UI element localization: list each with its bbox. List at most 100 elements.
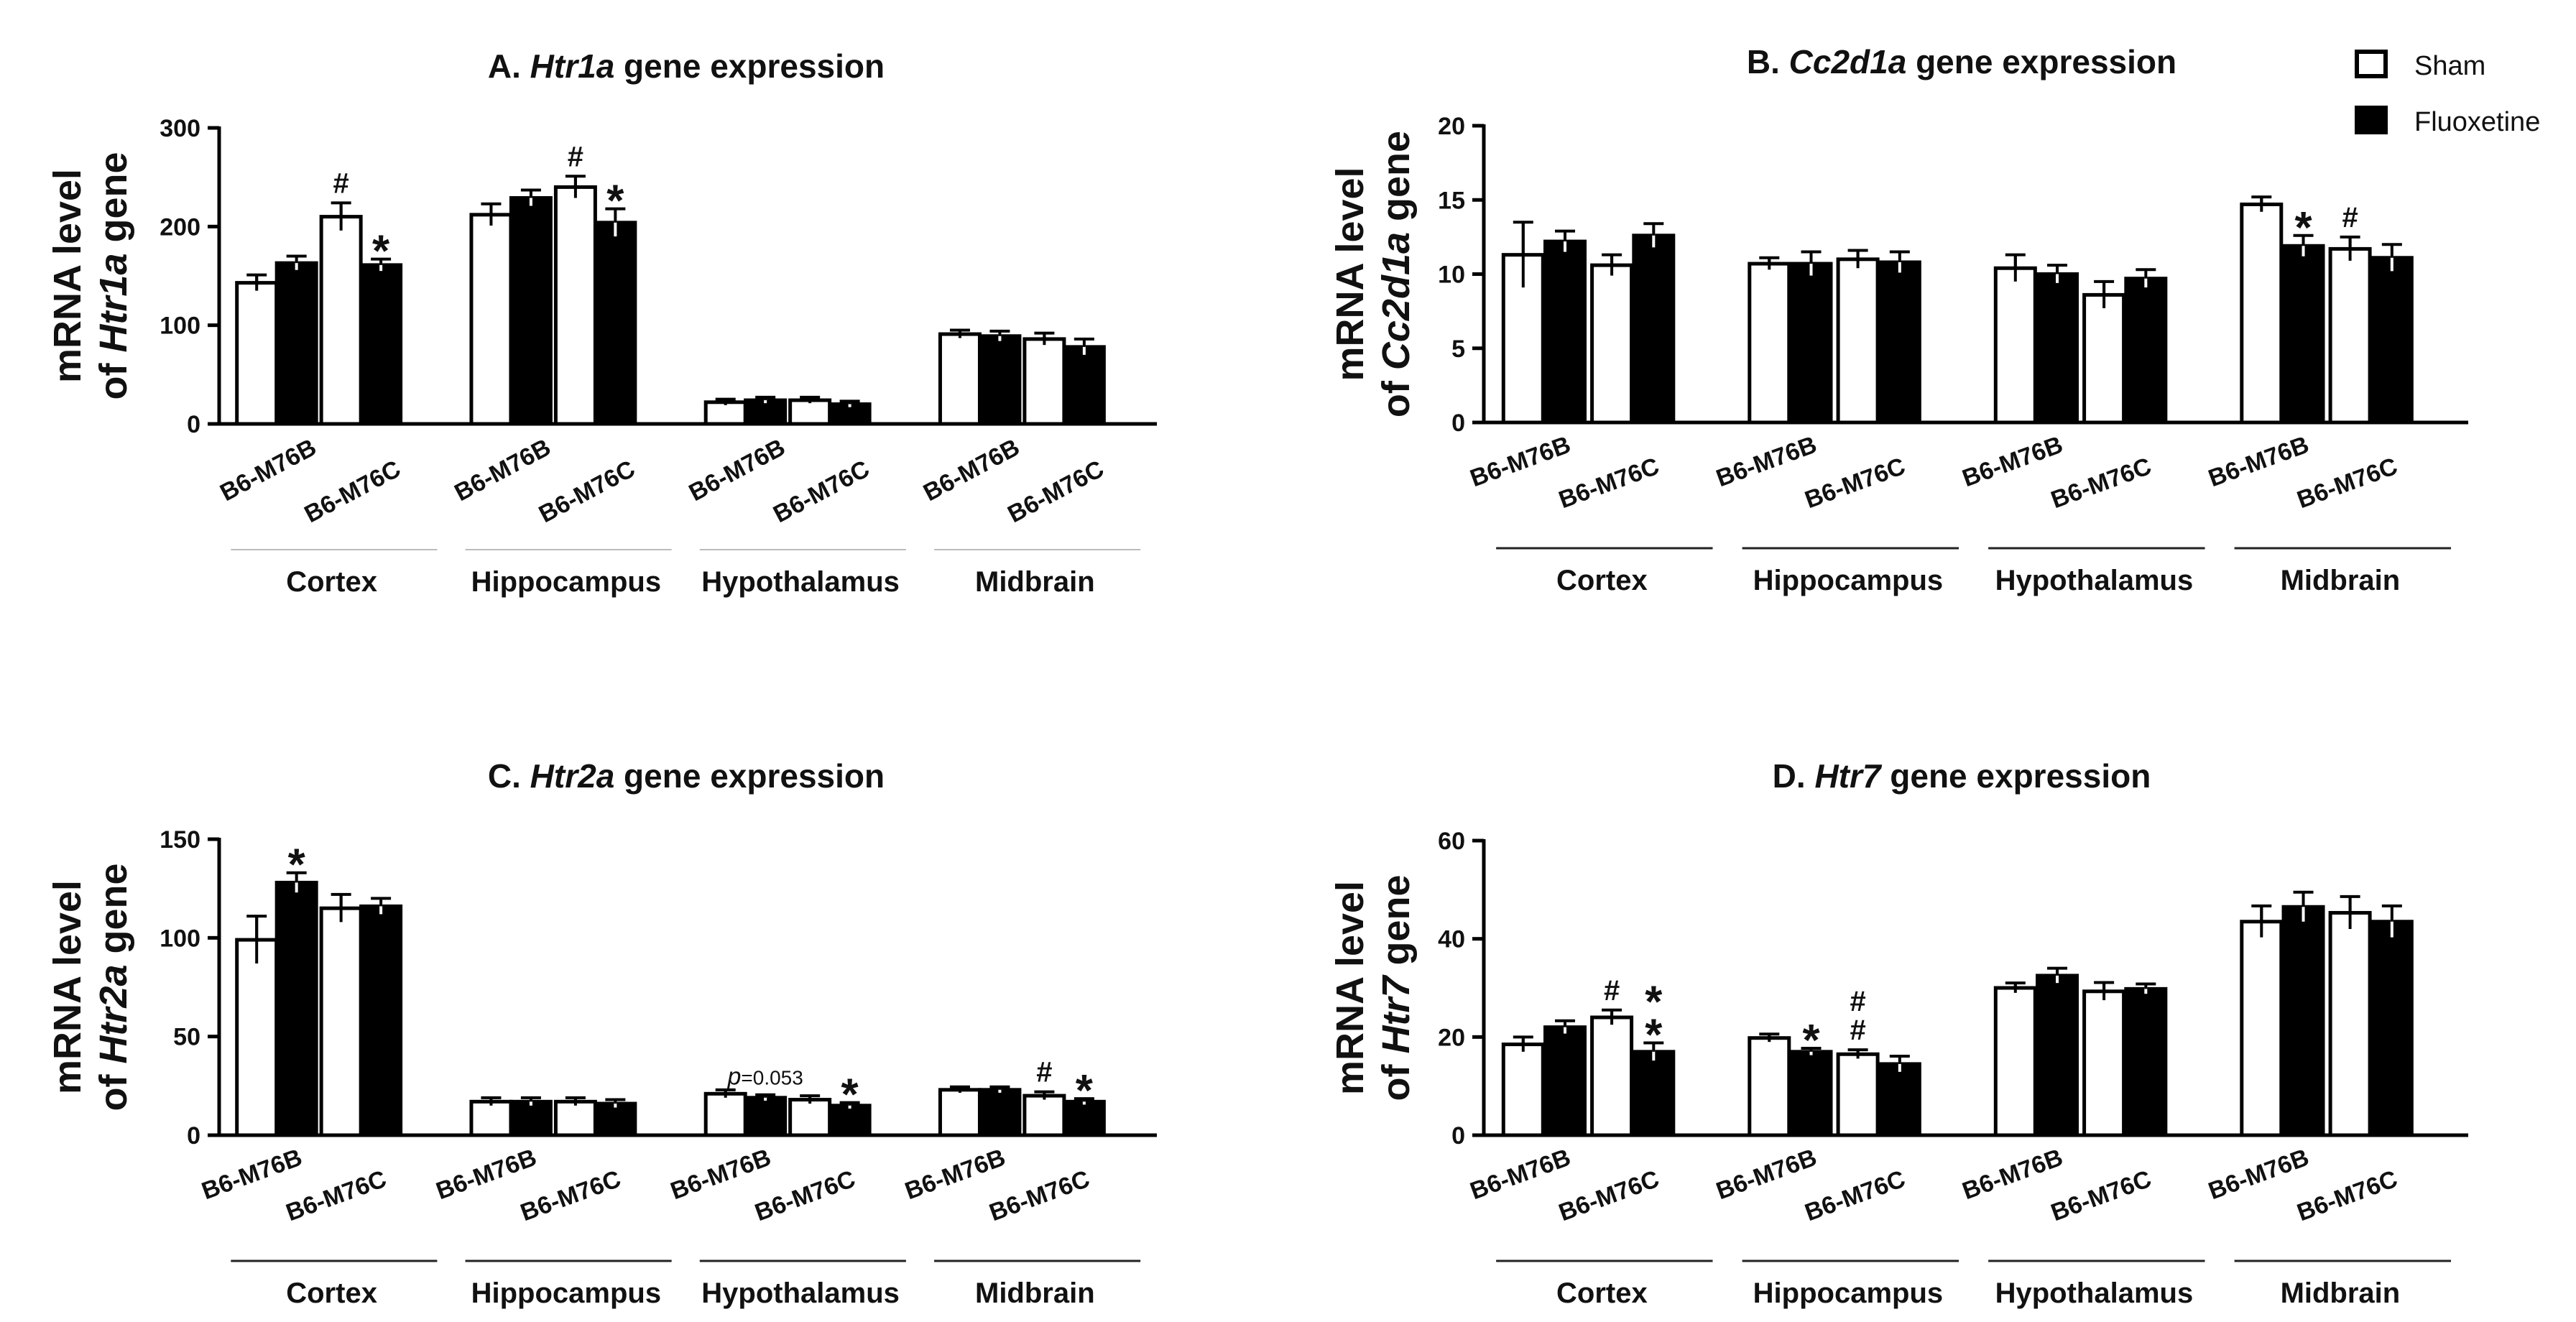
title-suffix: gene expression	[614, 757, 885, 795]
error-bar	[1847, 249, 1868, 269]
bar-sham	[1836, 1052, 1880, 1137]
title-suffix: gene expression	[1880, 757, 2151, 795]
bar-sham	[1022, 337, 1066, 426]
bar-fluoxetine	[1062, 345, 1106, 426]
y-axis-label-line1: mRNA level	[1329, 167, 1372, 381]
panel-d: D. Htr7 gene expression mRNA level of Htr7…	[1329, 757, 2468, 1309]
error-bar	[715, 397, 736, 405]
title-gene: Htr7	[1814, 757, 1882, 795]
significance-star: *	[1645, 978, 1663, 1027]
y-tick-label: 150	[160, 826, 200, 854]
error-bar	[1847, 1048, 1868, 1059]
bar-fluoxetine	[2036, 974, 2079, 1137]
bar-sham	[2240, 202, 2284, 425]
error-bar	[286, 254, 307, 270]
title-prefix: D.	[1773, 757, 1815, 795]
bar-fluoxetine	[2281, 905, 2325, 1137]
group-label: Cortex	[1556, 565, 1648, 596]
bar-sham	[1836, 257, 1880, 425]
x-tick-label: B6-M76C	[2294, 1165, 2401, 1226]
error-bar	[371, 897, 392, 915]
x-tick-label: B6-M76C	[517, 1165, 624, 1226]
bar-fluoxetine	[1632, 1050, 1676, 1137]
significance-hash: #	[1850, 986, 1865, 1017]
group-label: Hippocampus	[471, 1277, 661, 1309]
bar-fluoxetine	[274, 880, 318, 1137]
bar-fluoxetine	[744, 1096, 788, 1137]
error-bar	[949, 1085, 970, 1093]
significance-hash: #	[2342, 202, 2358, 234]
group-label: Midbrain	[2281, 1277, 2401, 1309]
x-tick-label: B6-M76B	[1959, 431, 2067, 492]
error-bar	[1889, 1054, 1910, 1072]
error-bar	[2094, 279, 2115, 308]
x-tick-label: B6-M76B	[1713, 431, 1821, 492]
bar-fluoxetine	[828, 1104, 872, 1137]
bar-fluoxetine	[2370, 256, 2414, 425]
bar-sham	[1993, 986, 2037, 1137]
x-tick-label: B6-M76B	[1467, 431, 1574, 492]
significance-hash: #	[1850, 1014, 1865, 1046]
x-tick-label: B6-M76B	[667, 1144, 775, 1205]
x-tick-label: B6-M76C	[769, 456, 874, 529]
x-tick-label: B6-M76B	[901, 1144, 1009, 1205]
y-tick-label: 300	[160, 115, 200, 142]
significance-star: *	[2294, 203, 2312, 253]
error-bar	[989, 1085, 1010, 1093]
bar-fluoxetine	[509, 196, 553, 426]
x-tick-label: B6-M76B	[433, 1144, 540, 1205]
significance-star: *	[1076, 1066, 1094, 1116]
legend-sham-swatch	[2355, 50, 2388, 78]
bar-fluoxetine	[359, 904, 403, 1137]
error-bar	[715, 1088, 736, 1098]
legend-fluoxetine-swatch	[2355, 106, 2388, 134]
legend-fluoxetine-label: Fluoxetine	[2414, 107, 2540, 137]
group-label: Hypothalamus	[1995, 565, 2194, 596]
bar-sham	[235, 938, 279, 1137]
significance-star: *	[1645, 1011, 1663, 1060]
error-bar	[1643, 1041, 1664, 1061]
bar-sham	[2082, 989, 2126, 1137]
y-tick-label: 0	[1451, 410, 1465, 437]
title-prefix: B.	[1747, 43, 1789, 80]
error-bar	[1555, 229, 1576, 252]
x-tick-label: B6-M76C	[1801, 1165, 1909, 1226]
bar-fluoxetine	[1878, 260, 1921, 425]
error-bar	[2047, 966, 2068, 984]
y-axis-label-line2: of Cc2d1a gene	[1375, 131, 1418, 417]
error-bar	[839, 399, 860, 407]
y-tick-label: 50	[173, 1024, 200, 1051]
y-axis-label-line2: of Htr1a gene	[92, 152, 135, 399]
group-label: Midbrain	[975, 1277, 1095, 1309]
x-tick-label: B6-M76C	[2047, 453, 2155, 514]
bar-fluoxetine	[2124, 277, 2168, 425]
x-tick-label: B6-M76B	[216, 434, 320, 507]
y-tick-label: 10	[1438, 262, 1465, 289]
x-tick-label: B6-M76C	[1801, 453, 1909, 514]
bar-sham	[938, 1088, 982, 1137]
y-tick-label: 200	[160, 213, 200, 241]
significance-star: *	[606, 177, 624, 226]
panel-c: C. Htr2a gene expression mRNA level of Htr…	[46, 757, 1157, 1309]
chart-title: C. Htr2a gene expression	[488, 757, 885, 795]
error-bar	[1801, 250, 1822, 276]
error-bar	[1759, 1032, 1780, 1043]
legend-sham-label: Sham	[2414, 51, 2485, 81]
bar-sham	[553, 1099, 597, 1137]
error-bar	[839, 1101, 860, 1109]
x-tick-label: B6-M76C	[752, 1165, 859, 1226]
y-tick-label: 0	[187, 411, 200, 438]
legend: Sham Fluoxetine	[2355, 50, 2540, 137]
x-tick-label: B6-M76C	[1555, 453, 1663, 514]
y-tick-label: 20	[1438, 1024, 1465, 1051]
bar-fluoxetine	[594, 1101, 637, 1137]
error-bar	[1513, 1035, 1533, 1052]
error-bar	[1759, 256, 1780, 270]
bar-fluoxetine	[1632, 234, 1676, 425]
y-axis-label-line2: of Htr2a gene	[92, 863, 135, 1111]
y-axis-label-line2: of Htr7 gene	[1375, 874, 1418, 1101]
bar-sham	[319, 906, 363, 1137]
y-tick-label: 0	[1451, 1122, 1465, 1150]
bar-fluoxetine	[274, 261, 318, 426]
bar-fluoxetine	[2370, 920, 2414, 1137]
